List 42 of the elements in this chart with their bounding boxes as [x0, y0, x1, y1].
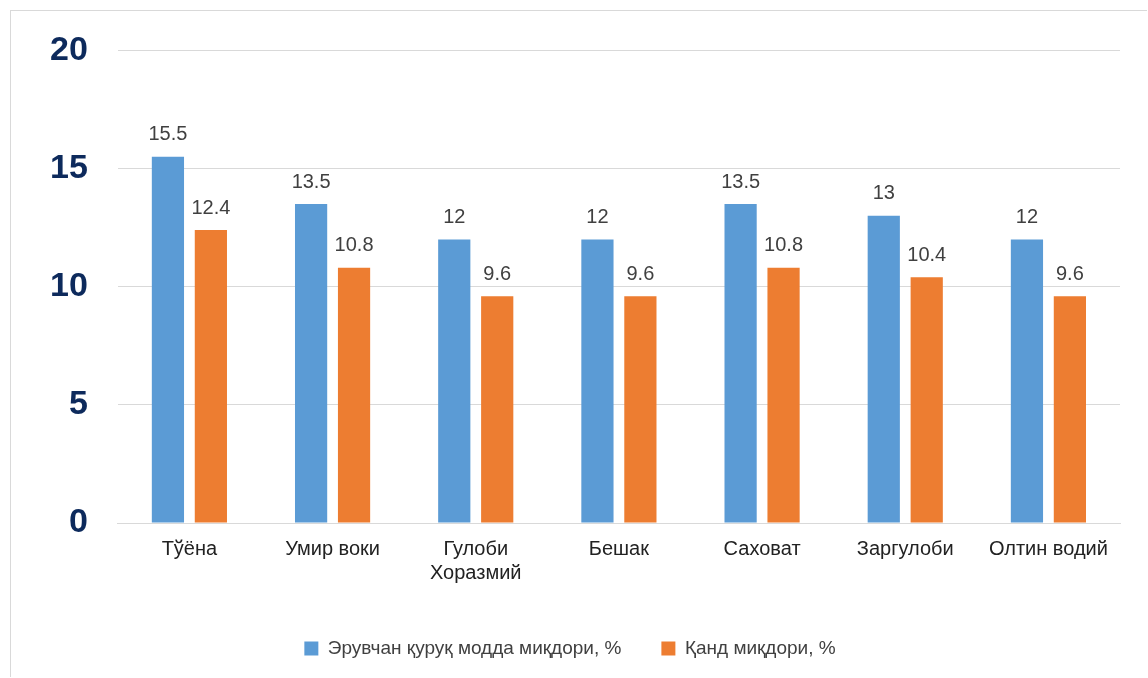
data-label: 13	[872, 181, 895, 204]
x-tick-label: Гулоби Хоразмий	[429, 536, 522, 583]
y-tick-label: 10	[49, 265, 88, 304]
data-label: 10.8	[334, 233, 374, 256]
bar	[867, 215, 900, 523]
data-label: 9.6	[483, 261, 512, 284]
data-label: 12	[443, 204, 466, 227]
data-label: 9.6	[1055, 261, 1084, 284]
bar	[194, 229, 227, 523]
bar	[1053, 296, 1086, 523]
y-tick-label: 15	[49, 146, 88, 185]
data-label: 15.5	[148, 122, 188, 145]
data-label: 10.8	[764, 233, 804, 256]
y-tick-label: 5	[68, 383, 88, 422]
bar	[767, 267, 800, 523]
data-label: 10.4	[907, 242, 947, 265]
bar	[724, 204, 757, 523]
x-tick-label: Олтин водий	[988, 536, 1108, 559]
bar	[624, 296, 657, 523]
legend-label: Қанд миқдори, %	[684, 636, 836, 658]
bar	[438, 239, 471, 523]
bar	[1010, 239, 1044, 523]
x-tick-label: Бешак	[588, 536, 650, 559]
bar	[581, 239, 614, 523]
x-tick-label: Саховат	[723, 536, 801, 559]
data-label: 13.5	[721, 169, 761, 192]
x-tick-label: Умир воки	[285, 536, 380, 559]
data-label: 12.4	[191, 195, 231, 218]
bar	[910, 277, 943, 523]
x-tick-label: Тўёна	[161, 536, 219, 559]
bar	[294, 204, 328, 523]
x-tick-label: Заргулоби	[856, 536, 954, 559]
bar	[481, 296, 514, 523]
data-label: 13.5	[291, 169, 331, 192]
data-label: 12	[586, 204, 609, 227]
bar	[151, 156, 185, 523]
data-label: 12	[1015, 204, 1039, 227]
y-tick-label: 0	[68, 501, 88, 540]
legend-label: Эрувчан қуруқ модда миқдори, %	[327, 636, 622, 658]
y-tick-label: 20	[49, 28, 88, 67]
bar	[337, 267, 371, 523]
data-label: 9.6	[626, 261, 655, 284]
